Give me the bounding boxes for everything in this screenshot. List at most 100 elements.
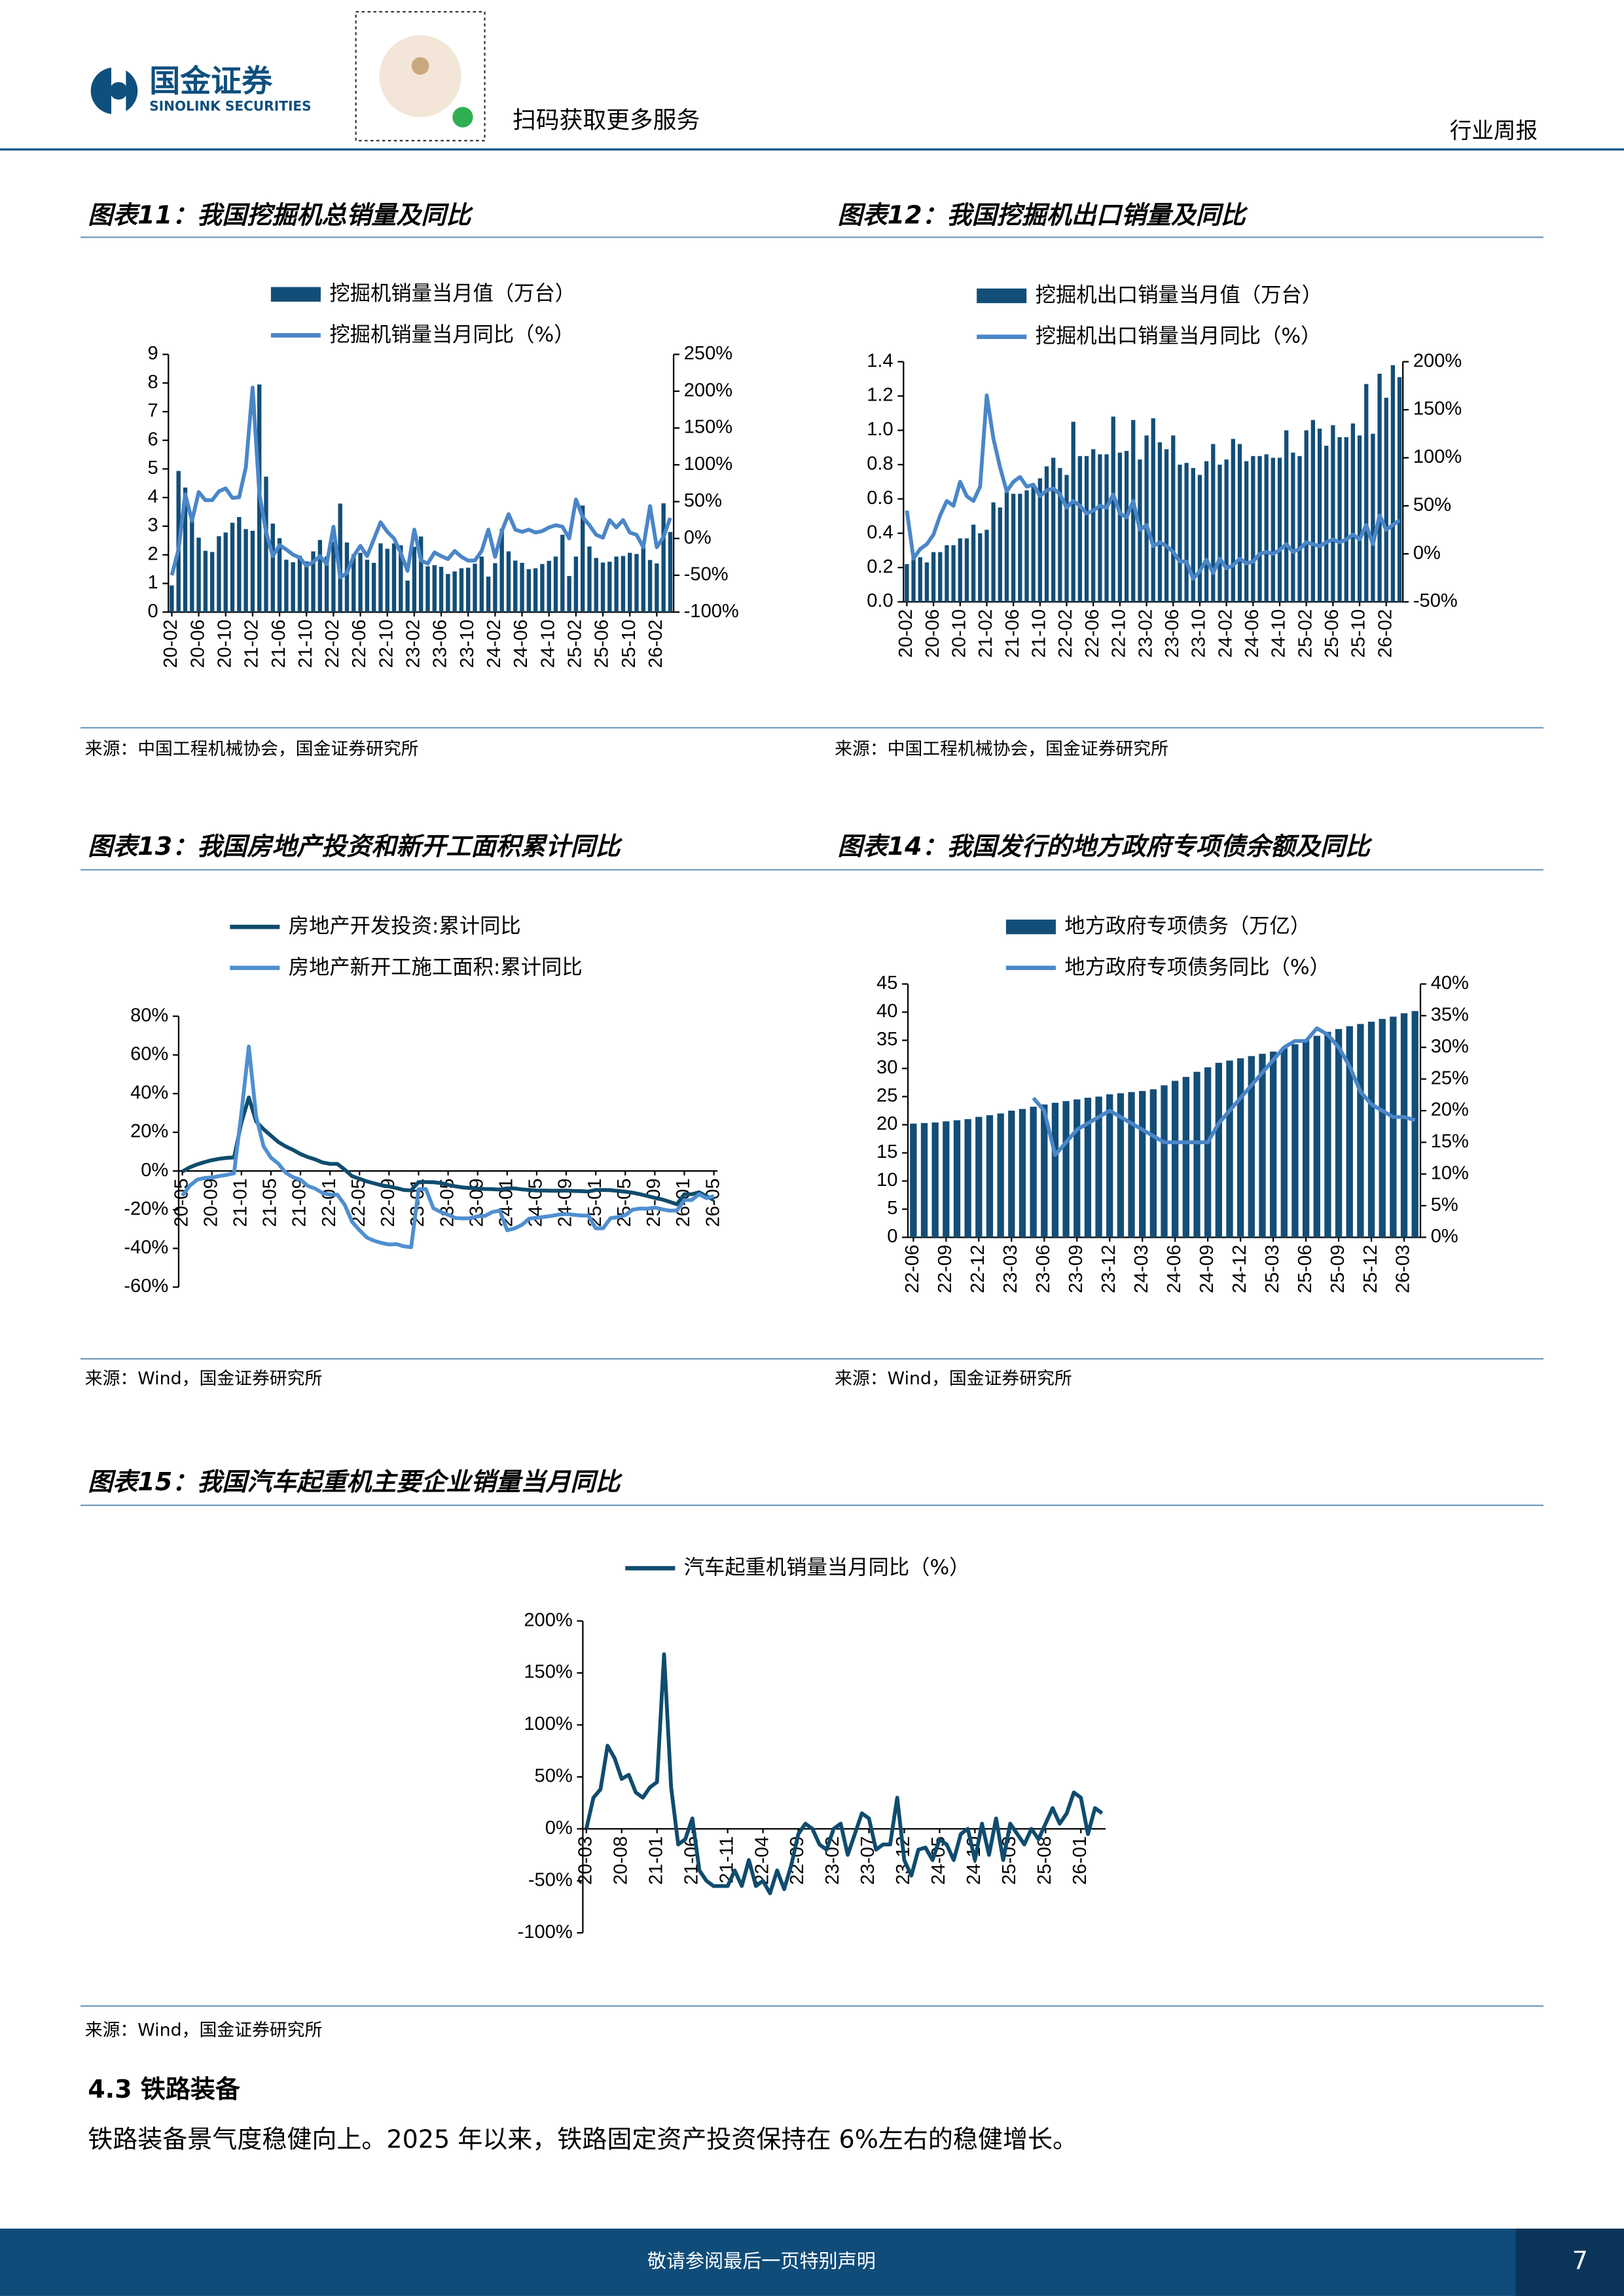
- bar: [183, 487, 188, 613]
- bar: [1390, 365, 1396, 602]
- x-tick-label: 20-10: [214, 619, 235, 668]
- bar: [452, 571, 457, 613]
- bar: [1226, 1060, 1233, 1238]
- x-tick-label: 23-10: [457, 619, 478, 668]
- y2-tick-label: 0%: [1413, 543, 1441, 564]
- x-tick-label: 25-02: [1295, 609, 1316, 658]
- bar: [975, 1117, 983, 1238]
- bar: [547, 560, 551, 613]
- bar: [1151, 418, 1155, 602]
- x-tick-label: 25-09: [643, 1178, 664, 1227]
- x-tick-label: 24-12: [1229, 1245, 1250, 1293]
- bar: [1248, 1056, 1255, 1238]
- y-tick-label: 2: [147, 543, 158, 564]
- bar: [931, 1122, 939, 1238]
- x-tick-label: 24-01: [496, 1178, 516, 1227]
- bar: [911, 559, 916, 602]
- bar: [634, 554, 639, 613]
- y-tick-label: 10: [876, 1170, 897, 1191]
- line-series: [1032, 1026, 1416, 1157]
- bar: [1111, 416, 1115, 602]
- bar: [513, 560, 518, 613]
- x-tick-label: 23-02: [1135, 609, 1156, 658]
- y-tick-label: 45: [876, 973, 897, 994]
- legend-label: 挖掘机出口销量当月值（万台）: [1036, 283, 1322, 307]
- bar: [479, 556, 484, 613]
- bar: [1357, 435, 1362, 602]
- bar: [1117, 452, 1123, 602]
- bar: [1224, 459, 1229, 602]
- y-tick-label: 9: [147, 343, 158, 364]
- x-tick-label: 21-06: [268, 619, 289, 668]
- x-tick-label: 21-10: [295, 619, 316, 668]
- bar: [580, 505, 585, 613]
- bar: [190, 517, 194, 613]
- bar: [560, 535, 565, 613]
- bar: [964, 538, 969, 602]
- x-tick-label: 20-09: [200, 1178, 221, 1227]
- bar: [958, 538, 962, 602]
- bar: [1182, 1077, 1190, 1238]
- bar: [971, 524, 976, 602]
- bar: [493, 563, 497, 613]
- bar: [412, 547, 417, 613]
- bar: [984, 529, 989, 602]
- bar: [1038, 478, 1042, 602]
- bar: [1144, 435, 1149, 602]
- qr-code: [355, 10, 486, 141]
- y2-tick-label: 250%: [684, 343, 732, 364]
- qr-caption: 扫码获取更多服务: [513, 107, 700, 134]
- y2-tick-label: 15%: [1431, 1131, 1469, 1152]
- bar: [291, 562, 295, 613]
- page-number: 7: [1572, 2246, 1588, 2275]
- footer-bar: [0, 2229, 1624, 2296]
- bar: [1019, 1109, 1026, 1238]
- bar: [1271, 457, 1275, 602]
- bar: [1313, 1035, 1320, 1238]
- chart-source: 来源：Wind，国金证券研究所: [85, 1369, 323, 1389]
- bar: [621, 556, 626, 613]
- x-tick-label: 21-01: [230, 1178, 251, 1227]
- bar: [297, 556, 302, 613]
- bar: [938, 552, 943, 602]
- bar: [1277, 457, 1282, 602]
- bar: [526, 569, 532, 613]
- bar: [270, 524, 275, 613]
- bar: [931, 552, 936, 602]
- bar: [304, 561, 309, 613]
- bar: [1041, 1104, 1048, 1238]
- bar: [1377, 373, 1382, 602]
- bar: [964, 1119, 971, 1238]
- bar: [1397, 377, 1402, 602]
- bar: [1251, 456, 1255, 602]
- y2-tick-label: 35%: [1431, 1005, 1469, 1026]
- legend-swatch: [270, 287, 321, 302]
- x-tick-label: 23-02: [822, 1836, 843, 1884]
- x-tick-label: 20-02: [160, 619, 181, 668]
- x-tick-label: 20-06: [187, 619, 208, 668]
- bar: [1091, 449, 1096, 602]
- bar: [1302, 1039, 1310, 1238]
- bar: [1204, 461, 1209, 602]
- bar: [998, 507, 1002, 602]
- bar: [331, 541, 336, 613]
- y2-tick-label: -100%: [684, 601, 739, 622]
- y-tick-label: 80%: [130, 1005, 168, 1026]
- bar: [1124, 450, 1129, 602]
- bar: [446, 574, 450, 613]
- chart-title: 图表12：我国挖掘机出口销量及同比: [838, 201, 1248, 230]
- bar: [1236, 1058, 1244, 1238]
- bar: [978, 533, 983, 602]
- y2-tick-label: 25%: [1431, 1067, 1469, 1088]
- y2-tick-label: 20%: [1431, 1100, 1469, 1121]
- x-tick-label: 20-03: [575, 1836, 596, 1884]
- x-tick-label: 25-01: [585, 1178, 605, 1227]
- x-tick-label: 23-12: [1098, 1245, 1119, 1293]
- x-tick-label: 22-02: [322, 619, 343, 668]
- bar: [1106, 1094, 1113, 1238]
- x-tick-label: 22-09: [935, 1245, 956, 1293]
- bar: [1071, 422, 1075, 602]
- bar: [1172, 1081, 1179, 1238]
- bar: [1011, 493, 1016, 602]
- y-tick-label: 1.4: [867, 350, 893, 371]
